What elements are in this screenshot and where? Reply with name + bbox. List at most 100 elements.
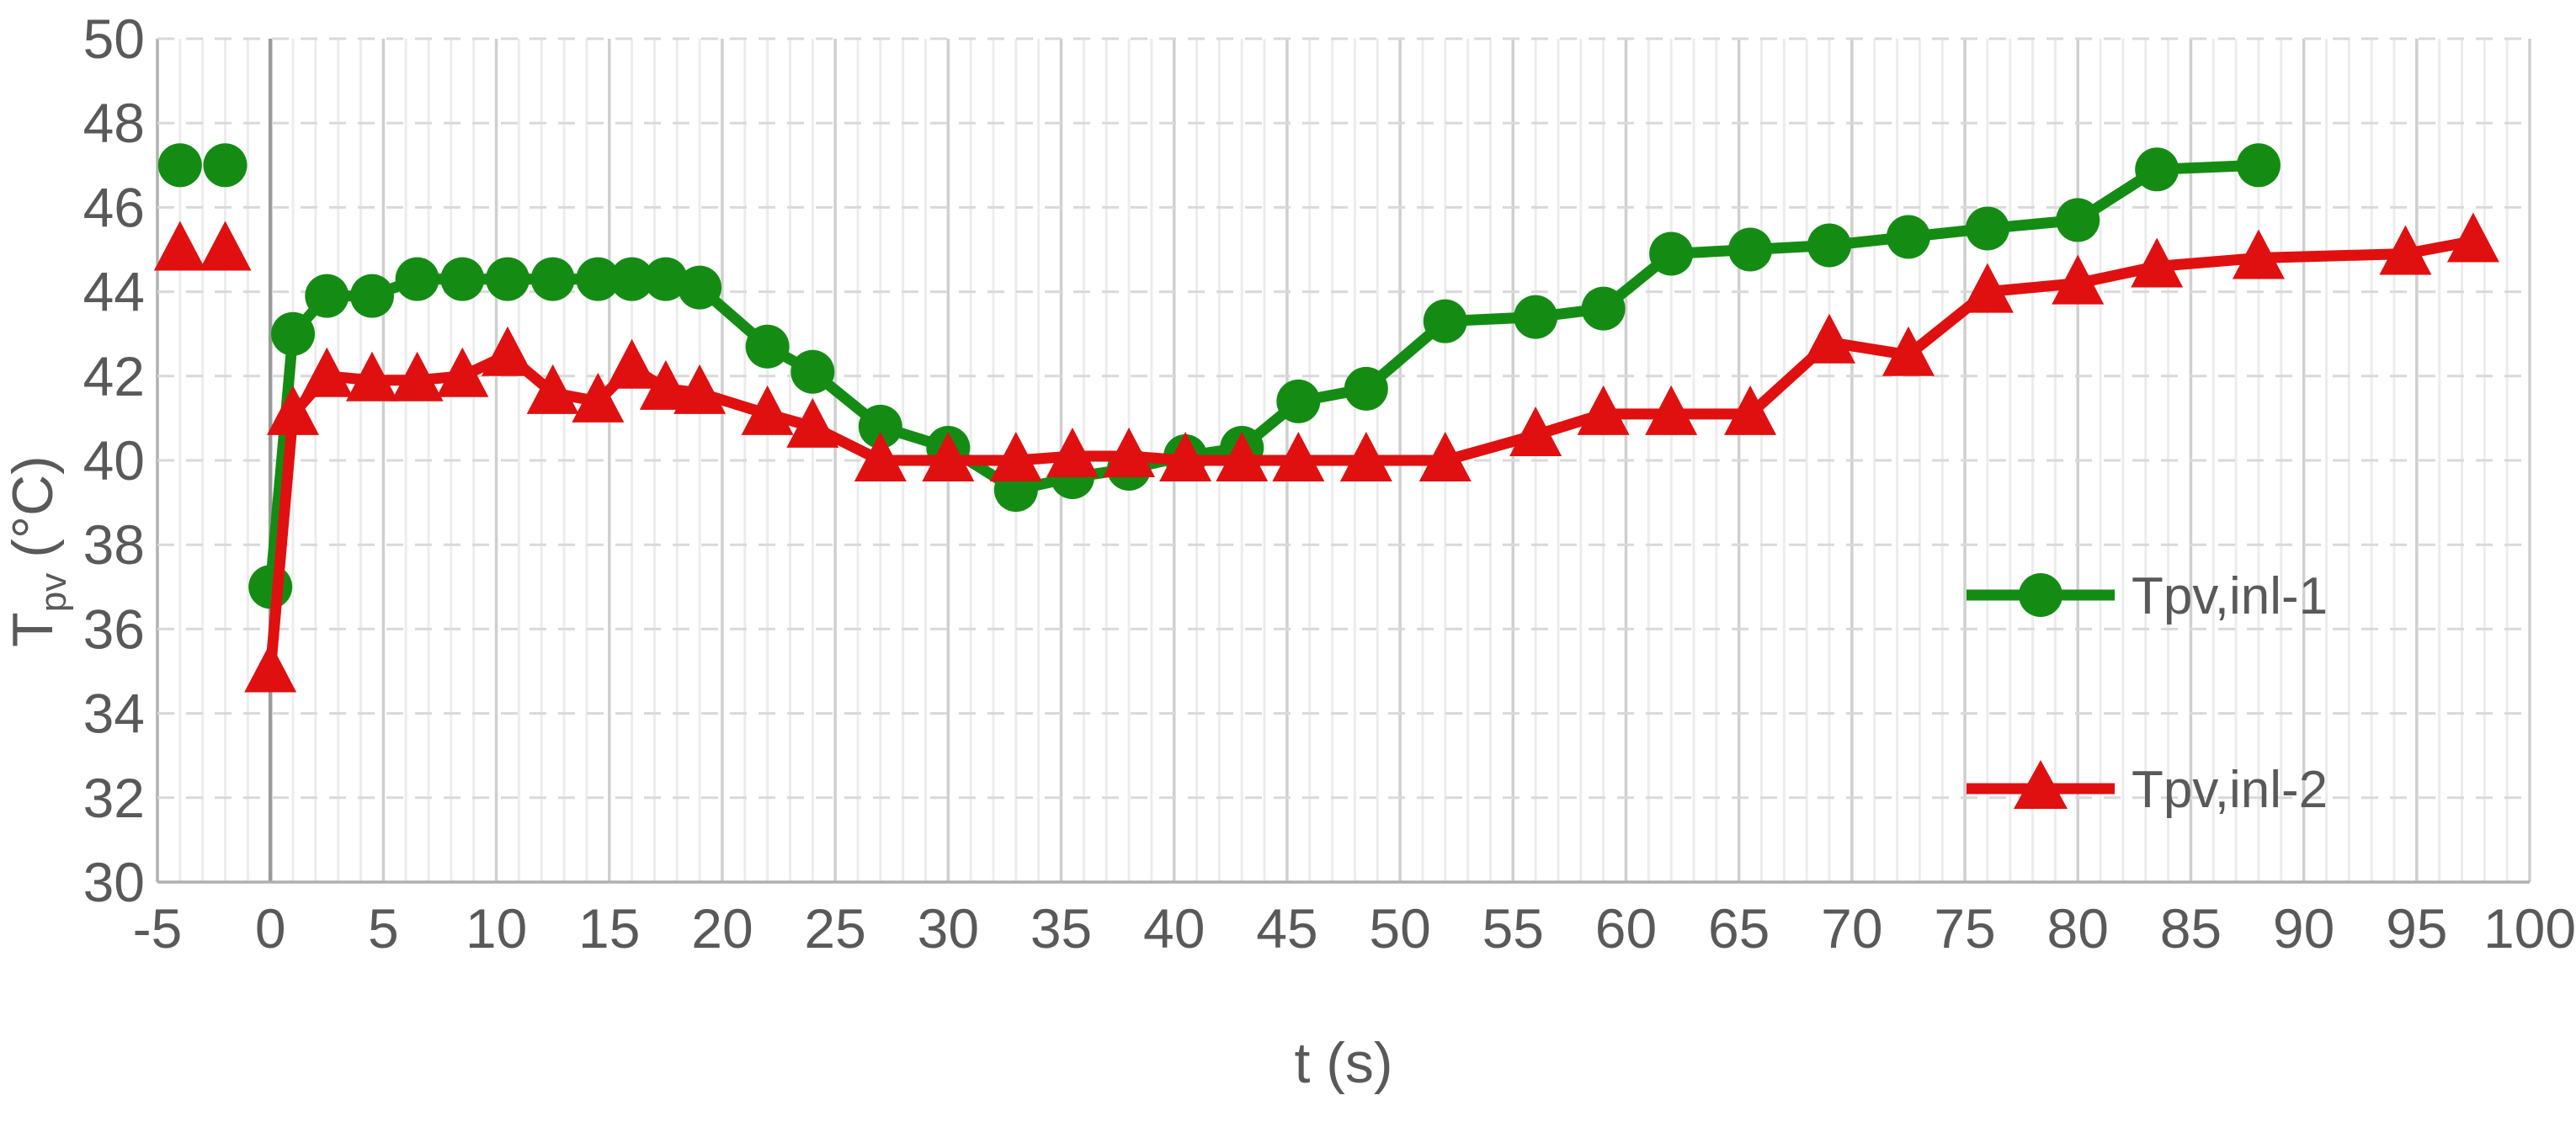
data-point-marker-circle bbox=[1728, 227, 1773, 272]
x-tick-label: -5 bbox=[133, 897, 183, 960]
y-axis-title-main: T bbox=[1, 612, 65, 647]
legend-label-series1: Tpv,inl-1 bbox=[2132, 567, 2328, 625]
data-point-marker-triangle bbox=[345, 351, 398, 401]
data-point-marker-triangle bbox=[1803, 313, 1856, 364]
data-point-marker-circle bbox=[2056, 198, 2100, 242]
y-tick-label: 34 bbox=[83, 683, 145, 745]
data-point-marker-triangle bbox=[2052, 254, 2105, 305]
x-tick-label: 65 bbox=[1708, 897, 1770, 960]
data-point-marker-triangle bbox=[741, 385, 794, 435]
data-point-marker-circle bbox=[1514, 295, 1558, 339]
x-tick-label: 40 bbox=[1143, 897, 1205, 960]
legend-item-series2: Tpv,inl-2 bbox=[1967, 760, 2328, 819]
y-axis-title-unit: (°C) bbox=[1, 455, 65, 558]
x-tick-label: 80 bbox=[2047, 897, 2109, 960]
y-tick-label: 48 bbox=[83, 92, 145, 154]
x-tick-label: 60 bbox=[1595, 897, 1657, 960]
data-point-marker-circle bbox=[790, 349, 835, 394]
data-point-marker-triangle bbox=[1159, 432, 1212, 481]
data-point-marker-triangle bbox=[572, 372, 625, 423]
data-point-marker-triangle bbox=[199, 221, 252, 271]
data-point-marker-circle bbox=[745, 324, 790, 369]
x-tick-label: 10 bbox=[466, 897, 527, 960]
data-point-marker-circle bbox=[1649, 231, 1694, 276]
data-point-marker-triangle bbox=[481, 326, 534, 376]
y-tick-label: 32 bbox=[83, 767, 145, 829]
series-line-1 bbox=[264, 159, 2265, 593]
data-point-marker-triangle bbox=[1645, 385, 1698, 435]
axis-tick-labels: -5 0 5 10 15 20 25 30 35 40 45 50 55 60 65 70 75 80 85 90 95… bbox=[83, 8, 2576, 960]
data-point-marker-triangle bbox=[1216, 432, 1269, 481]
x-tick-label: 0 bbox=[255, 897, 286, 960]
legend: Tpv,inl-1 Tpv,inl-2 bbox=[1967, 567, 2328, 819]
y-tick-label: 40 bbox=[83, 429, 145, 492]
legend-item-series1: Tpv,inl-1 bbox=[1967, 567, 2328, 625]
data-point-marker-circle bbox=[305, 274, 349, 318]
data-point-marker-triangle bbox=[267, 385, 320, 435]
data-point-marker-triangle bbox=[2446, 212, 2499, 263]
data-point-marker-triangle bbox=[1272, 432, 1325, 481]
data-point-marker-triangle bbox=[854, 432, 907, 481]
x-tick-label: 90 bbox=[2273, 897, 2334, 960]
data-point-marker-circle bbox=[440, 257, 485, 301]
data-point-marker-triangle bbox=[922, 432, 975, 481]
data-point-marker-circle bbox=[1807, 223, 1852, 268]
data-point-marker-circle bbox=[349, 274, 394, 318]
data-point-marker-circle bbox=[271, 311, 316, 356]
data-point-marker-triangle bbox=[1509, 406, 1562, 456]
data-point-marker-circle bbox=[395, 257, 439, 301]
data-point-marker-triangle bbox=[1881, 326, 1935, 376]
x-tick-label: 25 bbox=[804, 897, 865, 960]
data-point-marker-circle bbox=[203, 143, 247, 188]
data-point-marker-triangle bbox=[2379, 225, 2432, 275]
data-point-marker-triangle bbox=[673, 364, 726, 414]
y-tick-label: 38 bbox=[83, 513, 145, 576]
data-point-marker-circle bbox=[609, 257, 654, 301]
x-tick-label: 100 bbox=[2483, 897, 2576, 960]
data-point-marker-triangle bbox=[1577, 385, 1630, 435]
data-point-marker-triangle bbox=[786, 397, 839, 448]
data-point-marker-circle bbox=[1344, 366, 1388, 411]
data-point-marker-triangle bbox=[639, 359, 692, 410]
data-point-marker-triangle bbox=[1339, 432, 1392, 481]
data-point-marker-triangle bbox=[244, 642, 297, 693]
data-point-marker-circle bbox=[1276, 379, 1321, 423]
x-tick-label: 20 bbox=[691, 897, 753, 960]
y-axis-title-subscript: pv bbox=[33, 573, 74, 612]
data-point-marker-circle bbox=[2236, 143, 2281, 188]
y-axis-title: Tpv (°C) bbox=[1, 455, 74, 647]
data-point-marker-triangle bbox=[1418, 432, 1472, 481]
data-point-marker-circle bbox=[1965, 206, 2009, 251]
data-point-marker-circle bbox=[530, 257, 575, 301]
x-tick-label: 95 bbox=[2386, 897, 2447, 960]
data-point-marker-triangle bbox=[1103, 427, 1156, 477]
data-point-marker-triangle bbox=[1961, 263, 2014, 313]
x-tick-label: 15 bbox=[578, 897, 640, 960]
data-point-marker-circle bbox=[576, 257, 620, 301]
x-tick-label: 5 bbox=[368, 897, 399, 960]
x-tick-label: 30 bbox=[918, 897, 979, 960]
x-tick-label: 35 bbox=[1030, 897, 1092, 960]
x-tick-label: 50 bbox=[1369, 897, 1430, 960]
y-tick-label: 36 bbox=[83, 598, 145, 660]
data-point-marker-triangle bbox=[1046, 427, 1099, 477]
data-point-marker-triangle bbox=[391, 351, 444, 401]
y-tick-label: 46 bbox=[83, 176, 145, 238]
y-tick-label: 30 bbox=[83, 851, 145, 913]
y-tick-label: 50 bbox=[83, 8, 145, 70]
x-tick-label: 45 bbox=[1256, 897, 1317, 960]
x-tick-label: 55 bbox=[1482, 897, 1544, 960]
y-tick-label: 42 bbox=[83, 345, 145, 407]
data-point-marker-triangle bbox=[2232, 229, 2285, 279]
legend-triangle-marker-icon bbox=[2014, 760, 2068, 809]
data-point-marker-triangle bbox=[2131, 237, 2184, 288]
data-point-marker-triangle bbox=[1724, 385, 1777, 435]
data-point-marker-triangle bbox=[301, 347, 354, 397]
data-point-marker-circle bbox=[485, 257, 530, 301]
data-point-marker-circle bbox=[643, 257, 688, 301]
x-tick-label: 85 bbox=[2160, 897, 2222, 960]
gridlines bbox=[156, 37, 2531, 884]
x-tick-label: 70 bbox=[1821, 897, 1882, 960]
